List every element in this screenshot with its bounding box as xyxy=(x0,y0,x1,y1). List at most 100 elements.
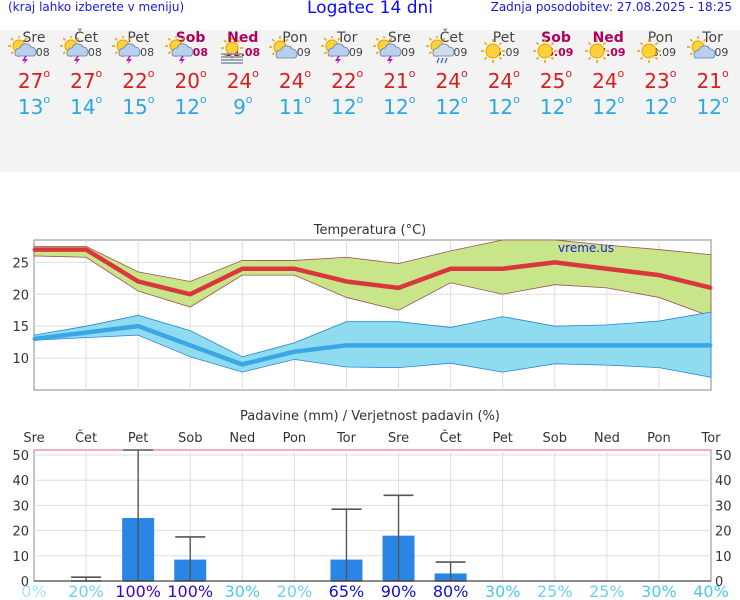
temperature-chart: 25 20 15 10 vreme.us xyxy=(12,239,713,391)
min-temperature: 12o xyxy=(539,93,573,120)
day-column: Ned 07.09 24o 12o xyxy=(582,30,634,120)
precipitation-probability: 0% xyxy=(21,582,46,600)
x-tick-label: Ned xyxy=(229,431,255,446)
max-temperature-point xyxy=(32,248,36,252)
max-temperature: 25o xyxy=(539,67,573,94)
page-title: Logatec 14 dni xyxy=(307,0,433,18)
day-name: Tor xyxy=(336,30,358,46)
x-tick-label: Sre xyxy=(23,431,44,446)
y-tick-label: 40 xyxy=(12,474,29,489)
min-temperature-point xyxy=(553,343,557,347)
day-column: Tor02.0922o12o xyxy=(321,30,373,120)
x-tick-label: Pet xyxy=(492,431,512,446)
day-name: Čet xyxy=(439,30,464,46)
precipitation-probability: 100% xyxy=(115,582,161,600)
min-temperature-line xyxy=(33,323,711,367)
min-temperature: 12o xyxy=(696,93,729,120)
x-tick-label: Pon xyxy=(647,431,671,446)
sun-cloud-icon xyxy=(269,36,298,59)
sun-cloud-thunder-icon xyxy=(60,36,89,65)
min-temperature: 12o xyxy=(331,93,364,120)
min-temperature: 12o xyxy=(487,93,520,120)
sun-icon xyxy=(480,39,505,63)
y-tick-label-right: 30 xyxy=(715,499,732,514)
precipitation-probability: 25% xyxy=(589,582,625,600)
max-temperature: 22o xyxy=(122,67,155,94)
precipitation-probability: 65% xyxy=(329,582,365,600)
sun-cloud-thunder-icon xyxy=(321,36,350,65)
max-temperature-point xyxy=(553,260,557,264)
max-temperature-point xyxy=(188,292,192,296)
day-column: Tor09.0921o12o xyxy=(686,30,739,120)
max-temperature: 24o xyxy=(278,67,312,94)
day-name: Sre xyxy=(22,30,46,46)
x-tick-label: Tor xyxy=(700,431,721,446)
y-tick-label-right: 20 xyxy=(715,525,732,540)
sun-fog-icon xyxy=(220,37,243,64)
precipitation-chart-title: Padavine (mm) / Verjetnost padavin (%) xyxy=(240,409,500,424)
sun-icon xyxy=(637,39,662,63)
sun-cloud-thunder-icon xyxy=(8,36,37,65)
daily-forecast-strip: Sre27.0827o13oČet28.0827o14oPet29.0822o1… xyxy=(0,30,740,172)
sun-icon xyxy=(585,39,610,63)
temperature-chart-title: Temperatura (°C) xyxy=(313,223,426,238)
max-temperature: 22o xyxy=(331,67,364,94)
last-update: Zadnja posodobitev: 27.08.2025 - 18:25 xyxy=(490,0,732,14)
min-temperature: 9o xyxy=(233,93,253,120)
min-temperature: 13o xyxy=(17,93,51,120)
max-temperature-point xyxy=(84,248,88,252)
day-name: Sre xyxy=(387,30,411,46)
y-tick-label: 10 xyxy=(12,550,29,565)
max-temperature-line xyxy=(34,247,712,297)
y-tick-label: 50 xyxy=(12,449,29,464)
day-column: Pet 05.09 24o 12o xyxy=(478,30,530,120)
max-temperature-point xyxy=(449,267,453,271)
day-name: Pet xyxy=(127,30,150,46)
day-name: Ned xyxy=(592,30,624,46)
y-tick-label: 0 xyxy=(21,575,29,590)
precipitation-chart: Sre Čet Pet Sob Ned Pon Tor Sre Čet Pet Sob Ned Pon T… xyxy=(12,430,731,600)
x-tick-label: Pet xyxy=(128,431,148,446)
day-column: Sob30.0820o12o xyxy=(164,30,217,120)
min-temperature: 15o xyxy=(122,93,155,120)
day-name: Ned xyxy=(227,30,259,46)
y-tick-label-right: 10 xyxy=(715,550,732,565)
min-temperature-point xyxy=(188,343,192,347)
max-temperature: 24o xyxy=(592,67,625,94)
day-column: Sre03.0921o12o xyxy=(373,30,425,120)
precipitation-probability: 30% xyxy=(485,582,521,600)
day-column: Pon01.0924o11o xyxy=(269,30,321,120)
min-temperature: 12o xyxy=(592,93,625,120)
y-tick-label: 30 xyxy=(12,499,29,514)
min-temperature-point xyxy=(397,343,401,347)
max-temperature: 20o xyxy=(174,67,207,94)
precipitation-probability: 20% xyxy=(68,582,104,600)
watermark: vreme.us xyxy=(558,241,614,255)
x-tick-label: Sre xyxy=(388,431,409,446)
max-temperature: 24o xyxy=(435,67,468,94)
y-tick-label: 10 xyxy=(12,352,29,367)
day-name: Pet xyxy=(492,30,515,46)
max-temperature: 23o xyxy=(644,67,677,94)
max-temperature-point xyxy=(709,286,713,290)
max-temperature-point xyxy=(605,267,609,271)
max-temperature: 24o xyxy=(487,67,520,94)
min-temperature: 12o xyxy=(644,93,677,120)
x-tick-label: Sob xyxy=(543,431,567,446)
sun-cloud-icon xyxy=(686,36,715,59)
precipitation-probability: 40% xyxy=(693,582,729,600)
y-tick-label: 20 xyxy=(12,525,29,540)
max-temperature: 21o xyxy=(383,67,416,94)
day-column: Pet29.0822o15o xyxy=(112,30,164,120)
max-temperature: 21o xyxy=(696,67,729,94)
min-temperature-point xyxy=(136,324,140,328)
min-temperature: 12o xyxy=(383,93,416,120)
y-tick-label: 25 xyxy=(12,256,29,271)
min-temperature-point xyxy=(240,362,244,366)
max-temperature-point xyxy=(397,286,401,290)
sun-cloud-rain-icon xyxy=(425,36,454,64)
precipitation-probability: 25% xyxy=(537,582,573,600)
location-hint: (kraj lahko izberete v meniju) xyxy=(8,0,185,14)
